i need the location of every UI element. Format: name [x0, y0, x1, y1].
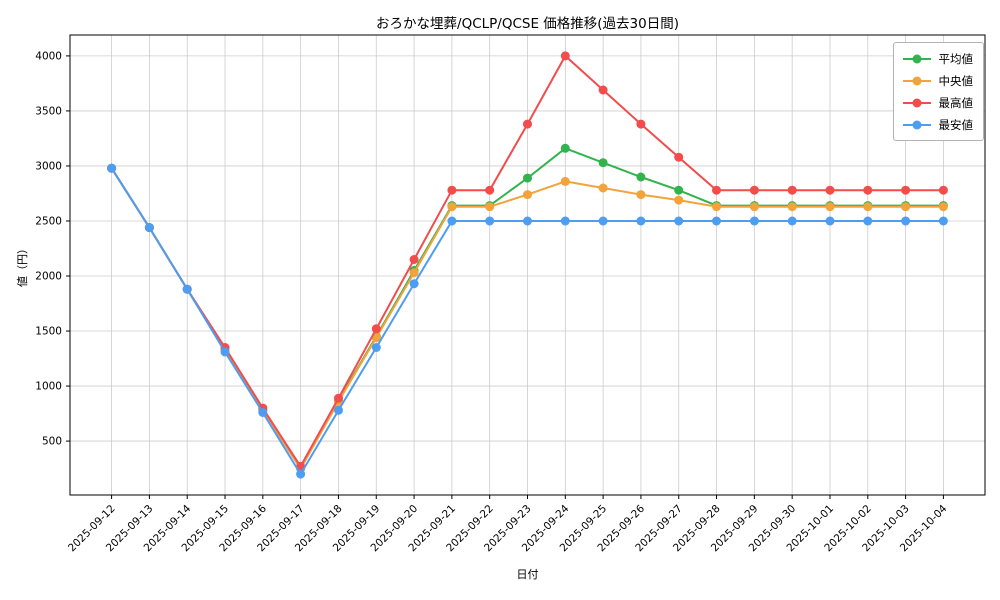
data-point — [674, 185, 684, 195]
data-point — [523, 216, 532, 226]
y-tick-label: 3500 — [35, 105, 62, 117]
data-point — [787, 202, 797, 212]
legend-swatch-icon — [902, 120, 931, 129]
legend-swatch-icon — [902, 76, 931, 85]
data-point — [258, 408, 268, 417]
legend-label: 最安値 — [938, 117, 974, 132]
legend-item-最安値: 最安値 — [902, 115, 974, 134]
data-point — [447, 185, 457, 195]
data-point — [144, 223, 154, 233]
data-point — [447, 202, 457, 212]
data-point — [636, 119, 646, 129]
data-point — [863, 202, 873, 212]
legend-item-平均値: 平均値 — [902, 49, 974, 68]
data-point — [863, 185, 873, 195]
data-point — [712, 185, 721, 195]
data-point — [371, 343, 381, 352]
data-point — [107, 163, 117, 173]
data-point — [636, 172, 646, 182]
data-point — [712, 216, 721, 226]
data-point — [938, 202, 948, 212]
data-point — [523, 190, 532, 200]
data-point — [371, 324, 381, 334]
data-point — [712, 202, 721, 212]
series-最安値 — [107, 163, 948, 479]
data-point — [409, 279, 419, 289]
data-point — [598, 183, 608, 193]
data-point — [674, 152, 684, 162]
data-point — [749, 202, 759, 212]
y-tick-label: 2000 — [35, 271, 62, 283]
legend-label: 最高値 — [938, 95, 974, 110]
data-point — [560, 51, 570, 61]
data-point — [863, 216, 873, 226]
legend-swatch-icon — [902, 54, 931, 63]
data-point — [787, 185, 797, 195]
data-point — [825, 202, 835, 212]
grid-lines — [70, 35, 985, 495]
data-point — [371, 333, 381, 343]
legend-swatch-icon — [902, 98, 931, 107]
data-point — [447, 216, 457, 226]
data-point — [523, 173, 532, 183]
data-point — [485, 202, 495, 212]
data-point — [409, 255, 419, 264]
data-point — [749, 216, 759, 226]
legend-label: 中央値 — [938, 73, 974, 88]
data-point — [636, 190, 646, 200]
data-point — [901, 202, 911, 212]
data-point — [598, 216, 608, 226]
data-point — [334, 405, 343, 415]
legend-label: 平均値 — [938, 51, 974, 66]
data-point — [938, 185, 948, 195]
data-point — [485, 216, 495, 226]
data-point — [560, 143, 570, 153]
data-point — [749, 185, 759, 195]
legend-item-中央値: 中央値 — [902, 71, 974, 90]
data-point — [825, 185, 835, 195]
data-point — [523, 119, 532, 129]
legend: 平均値中央値最高値最安値 — [892, 42, 984, 141]
data-point — [674, 216, 684, 226]
y-tick-label: 4000 — [35, 50, 62, 62]
data-point — [182, 284, 192, 294]
data-point — [674, 195, 684, 205]
data-point — [901, 216, 911, 226]
y-tick-label: 500 — [42, 436, 62, 448]
data-point — [598, 85, 608, 95]
data-point — [636, 216, 646, 226]
axis-ticks: 50010001500200025003000350040002025-09-1… — [35, 50, 949, 554]
data-point — [938, 216, 948, 226]
x-axis-label: 日付 — [516, 568, 539, 581]
data-point — [825, 216, 835, 226]
data-point — [485, 185, 495, 195]
data-point — [334, 393, 343, 403]
data-point — [560, 216, 570, 226]
plot-frame — [69, 34, 986, 496]
data-point — [560, 176, 570, 186]
data-point — [787, 216, 797, 226]
chart-title: おろかな埋葬/QCLP/QCSE 価格推移(過去30日間) — [376, 16, 679, 32]
y-tick-label: 1000 — [35, 381, 62, 393]
y-tick-label: 3000 — [35, 160, 62, 172]
y-tick-label: 1500 — [35, 326, 62, 338]
y-tick-label: 2500 — [35, 215, 62, 227]
data-point — [901, 185, 911, 195]
data-point — [296, 469, 306, 479]
data-point — [409, 268, 419, 278]
legend-item-最高値: 最高値 — [902, 93, 974, 112]
data-point — [598, 158, 608, 168]
data-point — [220, 347, 230, 357]
